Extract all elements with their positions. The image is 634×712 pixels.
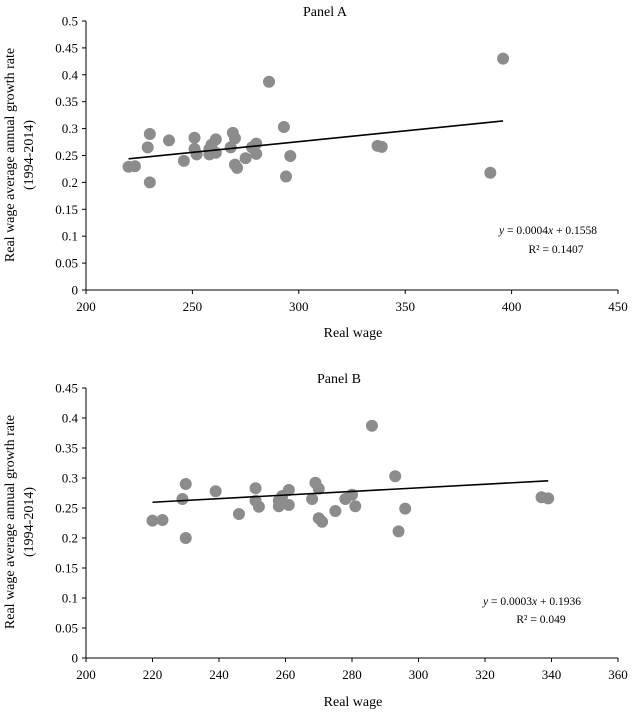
panel-a-y-tick-label: 0 [72, 283, 79, 298]
panel-b-data-point [156, 514, 169, 526]
panel-a-data-point [375, 140, 388, 153]
panel-b-trendline [152, 480, 549, 504]
panel-a-y-tick-label: 0.35 [55, 94, 78, 109]
panel-a-y-tick-label: 0.25 [55, 148, 78, 163]
panel-b-data-point [176, 493, 189, 505]
panel-a-data-point [250, 147, 263, 160]
panel-b-data-point [306, 493, 319, 505]
panel-b-x-tick-label: 260 [276, 667, 296, 682]
panel-b-data-point [179, 478, 192, 490]
panel-a-y-tick-label: 0.5 [62, 14, 78, 29]
panel-b-x-tick-label: 280 [342, 667, 362, 682]
panel-a-data-point [128, 160, 141, 173]
panel-b-equation: y = 0.0003x + 0.1936 [482, 596, 581, 608]
panel-a-y-tick-label: 0.15 [55, 202, 78, 217]
panel-a-y-tick-label: 0.1 [62, 229, 78, 244]
panel-b-ylabel: Real wage average annual growth rate [3, 415, 18, 629]
panel-b-x-tick-label: 300 [409, 667, 429, 682]
panel-b-x-tick-label: 340 [542, 667, 562, 682]
panel-b-y-tick-label: 0.15 [55, 561, 78, 576]
panel-b-data-point [389, 470, 402, 483]
panel-a-data-point [231, 161, 244, 174]
panel-b-data-point [349, 500, 362, 513]
panel-b-data-point [312, 482, 325, 495]
panel-a-equation: y = 0.0004x + 0.1558 [498, 225, 597, 237]
panel-a-title: Panel A [303, 5, 348, 20]
panel-b-data-point [399, 502, 412, 515]
panel-a-ylabel: Real wage average annual growth rate [3, 48, 18, 262]
panel-b-data-point [542, 492, 555, 505]
panel-b-y-tick-label: 0 [72, 651, 79, 666]
panel-b-data-point [329, 505, 342, 517]
panel-b-x-tick-label: 360 [608, 667, 628, 682]
panel-b-data-point [282, 484, 295, 496]
panel-a-data-point [239, 152, 252, 165]
panel-a-y-tick-label: 0.4 [62, 67, 79, 82]
panel-a-data-point [228, 132, 241, 145]
panel-a-y-tick-label: 0.2 [62, 175, 78, 190]
panel-b: Panel B Real wage average annual growth … [3, 372, 628, 710]
panel-b-data-point [209, 485, 222, 498]
panel-b-data-point [179, 532, 192, 544]
panel-a-data-point [280, 170, 293, 183]
panel-a-data-point [284, 150, 297, 163]
panel-b-data-point [252, 500, 265, 513]
panel-a-xlabel: Real wage [324, 326, 383, 341]
panel-a-plot-area: 0 0.05 0.1 0.15 0.2 0.25 0.3 0.35 0.4 0.45 0.5 200 2… [55, 14, 628, 315]
panel-a-data-point [162, 134, 175, 147]
panel-b-r-squared: R² = 0.049 [516, 614, 565, 626]
panel-b-ylabel-sub: (1994-2014) [22, 487, 37, 557]
panel-a-data-point [177, 154, 190, 167]
panel-a-y-tick-label: 0.45 [55, 40, 78, 55]
panel-b-y-tick-label: 0.4 [62, 411, 79, 426]
panel-a-trendline [128, 120, 504, 160]
panel-b-data-point [249, 482, 262, 495]
panel-a-x-tick-label: 200 [76, 299, 96, 314]
panel-b-y-tick-label: 0.35 [55, 441, 78, 456]
panel-b-x-tick-label: 240 [209, 667, 229, 682]
panel-b-plot-area: 0 0.05 0.1 0.15 0.2 0.25 0.3 0.35 0.4 0.45 200 220 2… [55, 381, 628, 683]
panel-a-data-point [190, 148, 203, 161]
panel-b-data-point [232, 508, 245, 520]
panel-a-y-tick-label: 0.3 [62, 121, 78, 136]
panel-a-x-tick-label: 450 [608, 299, 628, 314]
panel-b-y-tick-label: 0.45 [55, 381, 78, 396]
panel-a: Panel A Real wage average annual growth … [3, 5, 628, 341]
panel-a-data-point [143, 176, 156, 189]
panel-a-data-point [484, 166, 497, 179]
panel-a-ylabel-sub: (1994-2014) [22, 120, 37, 190]
panel-a-data-point [141, 141, 154, 154]
panel-b-title: Panel B [317, 372, 361, 387]
panel-b-xlabel: Real wage [324, 695, 383, 710]
panel-b-y-tick-label: 0.05 [55, 621, 78, 636]
panel-a-x-tick-label: 350 [395, 299, 415, 314]
panel-a-data-point [263, 75, 276, 88]
panel-b-data-point [316, 515, 329, 528]
panel-b-data-point [146, 514, 159, 527]
panel-a-data-point [497, 52, 510, 65]
panel-b-data-point [282, 499, 295, 511]
panel-a-r-squared: R² = 0.1407 [529, 244, 584, 256]
panel-b-x-tick-label: 200 [76, 667, 96, 682]
panel-b-data-point [365, 419, 378, 432]
panel-a-x-tick-label: 250 [183, 299, 203, 314]
panel-a-x-tick-label: 400 [502, 299, 522, 314]
panel-b-x-tick-label: 220 [143, 667, 163, 682]
panel-b-y-tick-label: 0.25 [55, 501, 78, 516]
panel-a-data-point [143, 127, 156, 140]
panel-a-data-point [209, 133, 222, 146]
panel-a-data-point [277, 120, 290, 133]
panel-b-data-point [392, 525, 405, 538]
panel-b-x-tick-label: 320 [475, 667, 495, 682]
panel-b-y-tick-label: 0.1 [62, 591, 78, 606]
panel-a-x-tick-label: 300 [289, 299, 309, 314]
panel-a-y-tick-label: 0.05 [55, 256, 78, 271]
panel-b-data-point [272, 500, 285, 513]
panel-a-data-point [250, 137, 263, 150]
panel-b-y-tick-label: 0.3 [62, 471, 78, 486]
panel-b-y-tick-label: 0.2 [62, 531, 78, 546]
panel-a-data-point [188, 131, 201, 144]
